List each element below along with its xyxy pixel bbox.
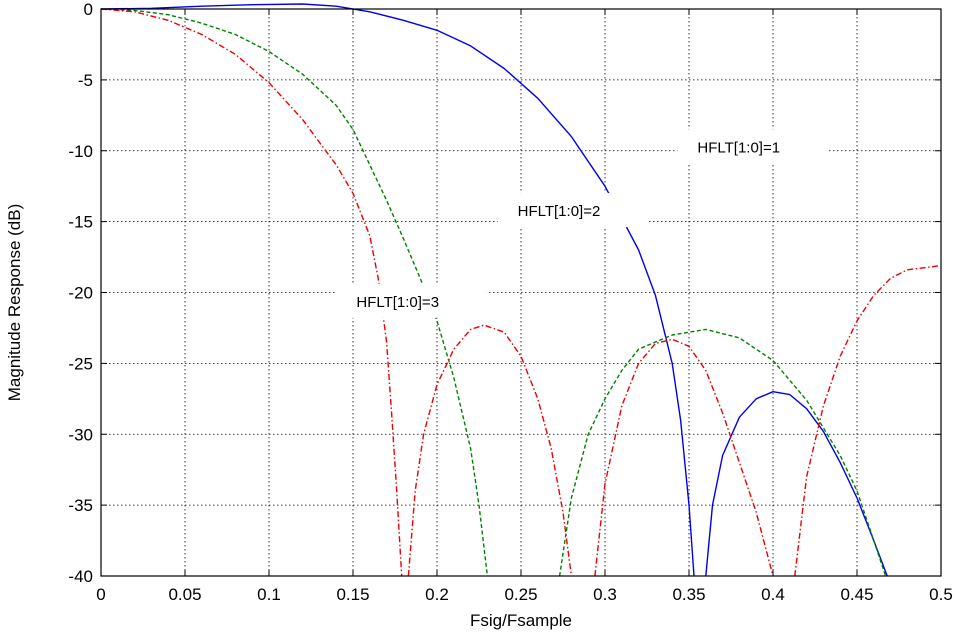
y-axis-label: Magnitude Response (dB) <box>5 204 24 402</box>
y-tick-label: -40 <box>68 567 93 586</box>
x-tick-label: 0.25 <box>504 585 537 604</box>
x-tick-label: 0.05 <box>168 585 201 604</box>
y-tick-label: -35 <box>68 496 93 515</box>
annotation-box <box>677 129 828 164</box>
curve-annotation: HFLT[1:0]=1 <box>677 129 828 164</box>
series-2-line <box>558 328 887 577</box>
x-tick-label: 0.3 <box>593 585 617 604</box>
annotation-box <box>497 193 648 228</box>
y-tick-label: -15 <box>68 213 93 232</box>
curve-annotation: HFLT[1:0]=3 <box>336 283 487 318</box>
y-tick-label: -30 <box>68 425 93 444</box>
annotation-box <box>336 283 487 318</box>
x-tick-label: 0.15 <box>336 585 369 604</box>
series-3-line <box>407 324 573 577</box>
y-tick-label: -5 <box>78 71 93 90</box>
series-lines <box>100 3 942 577</box>
y-tick-label: -10 <box>68 142 93 161</box>
annotation-text: HFLT[1:0]=2 <box>518 203 601 220</box>
series-1-line <box>100 3 695 577</box>
x-tick-label: 0.5 <box>929 585 953 604</box>
series-3-line <box>100 8 403 577</box>
x-tick-label: 0.35 <box>672 585 705 604</box>
annotations: HFLT[1:0]=1 HFLT[1:0]=2 HFLT[1:0]=3 <box>336 129 828 318</box>
x-tick-label: 0.4 <box>761 585 785 604</box>
y-tick-label: 0 <box>84 0 93 19</box>
x-tick-label: 0.45 <box>840 585 873 604</box>
x-tick-label: 0 <box>96 585 105 604</box>
curve-annotation: HFLT[1:0]=2 <box>497 193 648 228</box>
x-tick-label: 0.1 <box>257 585 281 604</box>
series-3-line <box>594 338 774 577</box>
x-tick-label: 0.2 <box>425 585 449 604</box>
y-tick-label: -25 <box>68 354 93 373</box>
svg-text:Magnitude Response (dB): Magnitude Response (dB) <box>5 204 24 402</box>
y-tick-label: -20 <box>68 284 93 303</box>
series-1-line <box>705 391 888 577</box>
grid-lines <box>101 9 941 576</box>
series-3-line <box>794 264 942 577</box>
x-axis-label: Fsig/Fsample <box>470 611 572 630</box>
annotation-text: HFLT[1:0]=3 <box>356 294 439 311</box>
annotation-text: HFLT[1:0]=1 <box>697 139 780 156</box>
axis-ticks: 0 0.05 0.1 0.15 0.2 0.25 0.3 0.35 0.4 0.45 0.5 0 -5 -… <box>68 0 952 604</box>
